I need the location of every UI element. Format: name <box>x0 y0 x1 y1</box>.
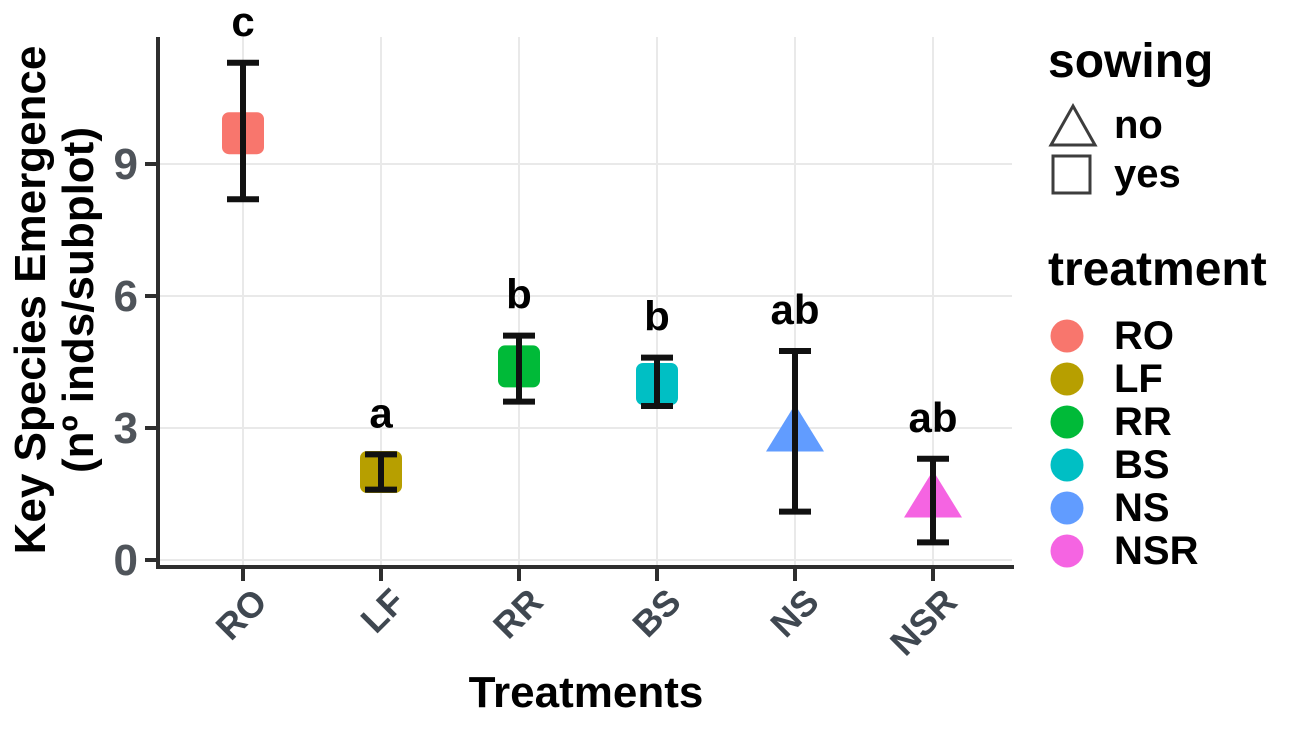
circle-swatch-icon <box>1048 446 1100 484</box>
y-tick-label-0: 0 <box>114 536 138 585</box>
legend-label-RO: RO <box>1114 313 1174 358</box>
error-bar-NS <box>779 348 811 515</box>
square-icon <box>1048 151 1100 197</box>
legend-label-RR: RR <box>1114 399 1172 444</box>
y-axis-title-line1: Key Species Emergence <box>6 45 55 555</box>
x-tick-label-RO: RO <box>207 581 274 648</box>
sig-letter-BS: b <box>644 293 670 340</box>
y-axis-title-line2: (nº inds/subplot) <box>54 127 103 474</box>
y-tick-label-9: 9 <box>114 140 138 189</box>
circle-swatch-icon <box>1048 317 1100 355</box>
sig-letter-NS: ab <box>770 286 819 333</box>
legend-label-BS: BS <box>1114 442 1170 487</box>
triangle-icon <box>1048 102 1100 148</box>
x-tick-label-RR: RR <box>485 581 551 647</box>
x-tick-label-BS: BS <box>624 581 688 645</box>
x-axis-title: Treatments <box>468 668 704 717</box>
legend-treatment: treatment RO LF RR BS NS NSR <box>1048 244 1267 572</box>
error-bar-BS <box>641 354 673 409</box>
error-bar-LF <box>365 451 397 493</box>
legend-sowing: sowing no yes <box>1048 36 1213 198</box>
x-tick-label-LF: LF <box>353 581 413 641</box>
circle-swatch-icon <box>1048 532 1100 570</box>
legend-label-yes: yes <box>1114 151 1181 196</box>
sig-letter-LF: a <box>369 389 393 436</box>
legend-item-RR: RR <box>1048 400 1267 443</box>
legend-item-NS: NS <box>1048 486 1267 529</box>
sig-letter-NSR: ab <box>908 394 957 441</box>
circle-swatch-icon <box>1048 360 1100 398</box>
legend-item-RO: RO <box>1048 314 1267 357</box>
circle-swatch-icon <box>1048 489 1100 527</box>
y-tick-label-3: 3 <box>114 404 138 453</box>
legend-item-NSR: NSR <box>1048 529 1267 572</box>
legend-treatment-title: treatment <box>1048 243 1267 296</box>
legend-treatment-items: RO LF RR BS NS NSR <box>1048 314 1267 572</box>
legend-item-LF: LF <box>1048 357 1267 400</box>
legend-label-no: no <box>1114 102 1163 147</box>
sig-letter-RO: c <box>231 0 254 45</box>
legend-sowing-items: no yes <box>1048 100 1213 198</box>
y-tick-label-6: 6 <box>114 272 138 321</box>
y-axis-title: Key Species Emergence (nº inds/subplot) <box>6 0 103 600</box>
legend-label-NS: NS <box>1114 485 1170 530</box>
x-tick-label-NS: NS <box>762 581 826 645</box>
legend-item-yes: yes <box>1048 149 1213 198</box>
legend-label-LF: LF <box>1114 356 1163 401</box>
legend-item-BS: BS <box>1048 443 1267 486</box>
sig-letter-RR: b <box>506 271 532 318</box>
x-tick-label-NSR: NSR <box>882 581 965 664</box>
legend-label-NSR: NSR <box>1114 528 1199 573</box>
error-bar-RO <box>227 59 259 203</box>
error-bar-RR <box>503 332 535 405</box>
legend-item-no: no <box>1048 100 1213 149</box>
error-bar-NSR <box>917 455 949 546</box>
legend-sowing-title: sowing <box>1048 35 1214 88</box>
circle-swatch-icon <box>1048 403 1100 441</box>
